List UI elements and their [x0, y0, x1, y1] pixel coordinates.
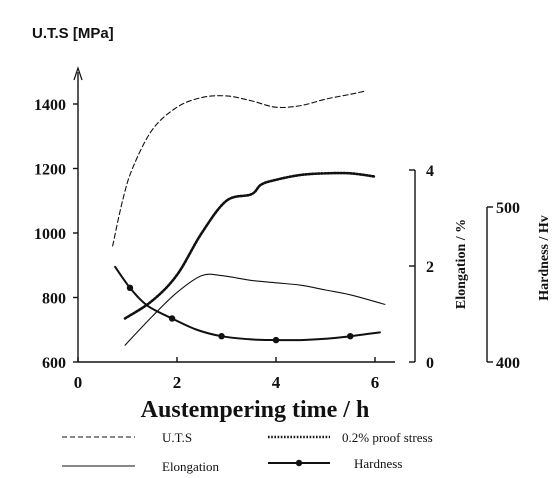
x-tick-label: 4 [272, 373, 281, 392]
x-tick-label: 2 [173, 373, 182, 392]
chart-title: U.T.S [MPa] [32, 25, 114, 42]
data-point-hardness [126, 284, 134, 292]
legend-label: U.T.S [162, 430, 192, 445]
data-point-hardness [168, 315, 176, 322]
axes: 600 800 1000 1200 1400 0 2 4 6 0 2 4 400 500 [34, 66, 520, 392]
legend-marker [295, 459, 303, 467]
series-elongation [124, 273, 386, 346]
y-tick-label: 1200 [34, 162, 66, 179]
x-axis-label: Austempering time / h [141, 397, 370, 423]
x-tick-label: 6 [371, 373, 380, 392]
hardness-axis-label: Hardness / Hv [537, 215, 552, 301]
series-hardness [114, 265, 381, 342]
elongation-axis-label: Elongation / % [454, 219, 469, 309]
series-layer [112, 90, 386, 346]
x-tick-label: 0 [74, 373, 83, 392]
hardness-tick-label: 500 [496, 200, 520, 217]
y-tick-label: 1400 [34, 97, 66, 114]
legend-label: Elongation [162, 459, 220, 474]
data-point-hardness [218, 333, 225, 340]
y-tick-label: 800 [42, 291, 66, 308]
y-tick-label: 1000 [34, 226, 66, 243]
elongation-tick-label: 4 [426, 163, 434, 180]
series-u-t-s [112, 90, 366, 247]
legend: U.T.S 0.2% proof stress Elongation Hardness [62, 430, 433, 474]
data-point-hardness [272, 336, 280, 344]
legend-label: Hardness [354, 456, 402, 471]
elongation-tick-label: 0 [426, 355, 434, 372]
y-axis-arrow [73, 66, 83, 81]
hardness-tick-label: 400 [496, 355, 520, 372]
legend-label: 0.2% proof stress [342, 430, 433, 445]
series-0-2-proof-stress [123, 171, 377, 320]
elongation-tick-label: 2 [426, 259, 434, 276]
y-tick-label: 600 [42, 355, 66, 372]
data-point-hardness [347, 333, 354, 340]
